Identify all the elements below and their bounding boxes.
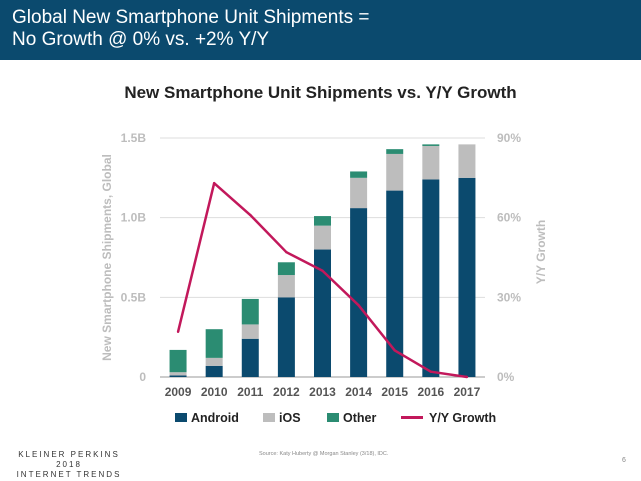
- bar-android: [458, 177, 476, 377]
- brand-subtitle: INTERNET TRENDS: [16, 470, 122, 479]
- bar-android: [314, 249, 331, 377]
- bar-ios: [458, 144, 476, 178]
- bar-android: [350, 208, 368, 377]
- x-tick-label: 2015: [381, 385, 408, 399]
- growth-point: [176, 330, 180, 334]
- x-tick-label: 2013: [309, 385, 336, 399]
- bar-android: [241, 338, 259, 377]
- bar-other: [277, 262, 295, 276]
- legend-label-android: Android: [191, 411, 239, 425]
- bar-other: [314, 216, 331, 226]
- legend-label-ios: iOS: [279, 411, 301, 425]
- bar-ios: [386, 153, 404, 191]
- legend-item-other: Other: [327, 411, 376, 425]
- bar-other: [386, 149, 404, 154]
- growth-point: [212, 181, 216, 185]
- growth-point: [429, 370, 433, 373]
- bar-android: [205, 365, 223, 377]
- y2-tick-label: 0%: [497, 370, 515, 384]
- growth-point: [357, 304, 360, 307]
- brand-year: 2018: [56, 460, 82, 469]
- growth-point: [321, 269, 324, 272]
- legend-item-android: Android: [175, 411, 239, 425]
- bar-ios: [277, 275, 295, 298]
- bar-android: [386, 190, 404, 377]
- bar-other: [205, 329, 223, 358]
- brand-name: KLEINER PERKINS: [18, 450, 120, 459]
- bar-android: [277, 297, 295, 377]
- x-tick-label: 2011: [237, 385, 263, 399]
- legend-item-growth: Y/Y Growth: [401, 411, 496, 425]
- legend-swatch-other: [327, 413, 339, 423]
- y2-tick-label: 90%: [497, 131, 521, 145]
- bar-ios: [350, 177, 368, 209]
- legend-label-growth: Y/Y Growth: [429, 411, 497, 425]
- x-tick-label: 2012: [273, 385, 300, 399]
- bar-ios: [205, 357, 223, 366]
- page-number: 6: [622, 457, 626, 464]
- source-note: Source: Katy Huberty @ Morgan Stanley (3…: [259, 451, 389, 457]
- growth-point: [393, 349, 396, 352]
- legend-line-growth: [401, 416, 423, 420]
- bars: [169, 144, 476, 377]
- x-tick-label: 2010: [201, 385, 228, 399]
- slide-title: Global New Smartphone Unit Shipments = N…: [12, 7, 370, 50]
- growth-point: [465, 375, 469, 379]
- growth-line: [176, 181, 469, 379]
- y2-tick-label: 30%: [497, 290, 521, 304]
- bar-ios: [422, 145, 440, 180]
- legend-swatch-ios: [263, 413, 275, 423]
- x-tick-label: 2009: [165, 385, 192, 399]
- chart-title: New Smartphone Unit Shipments vs. Y/Y Gr…: [124, 83, 517, 102]
- bar-other: [169, 349, 187, 373]
- legend-swatch-android: [175, 413, 187, 423]
- bar-ios: [241, 324, 259, 339]
- bar-other: [350, 171, 368, 178]
- axes: 0 0.5B 1.0B 1.5B 0% 30% 60% 90% New Smartphone S…: [100, 131, 548, 399]
- bar-ios: [169, 372, 187, 376]
- bar-other: [241, 298, 259, 325]
- bar-other: [422, 144, 440, 146]
- y-axis-label: New Smartphone Shipments, Global: [100, 154, 114, 361]
- legend-item-ios: iOS: [263, 411, 301, 425]
- growth-point: [285, 250, 288, 254]
- growth-point: [249, 213, 252, 217]
- x-tick-label: 2016: [417, 385, 444, 399]
- y2-tick-label: 60%: [497, 211, 521, 225]
- brand-logo: KLEINER PERKINS 2018 INTERNET TRENDS: [14, 450, 124, 480]
- bar-ios: [314, 225, 331, 250]
- y-tick-label: 0: [139, 370, 146, 384]
- x-tick-label: 2014: [345, 385, 372, 399]
- slide-header: Global New Smartphone Unit Shipments = N…: [0, 0, 641, 60]
- x-tick-label: 2017: [454, 385, 481, 399]
- legend-label-other: Other: [343, 411, 377, 425]
- y-tick-label: 1.5B: [121, 131, 147, 145]
- bar-android: [169, 375, 187, 377]
- y-tick-label: 0.5B: [121, 290, 147, 304]
- y2-axis-label: Y/Y Growth: [534, 220, 548, 284]
- bar-android: [422, 179, 440, 377]
- y-tick-label: 1.0B: [121, 211, 147, 225]
